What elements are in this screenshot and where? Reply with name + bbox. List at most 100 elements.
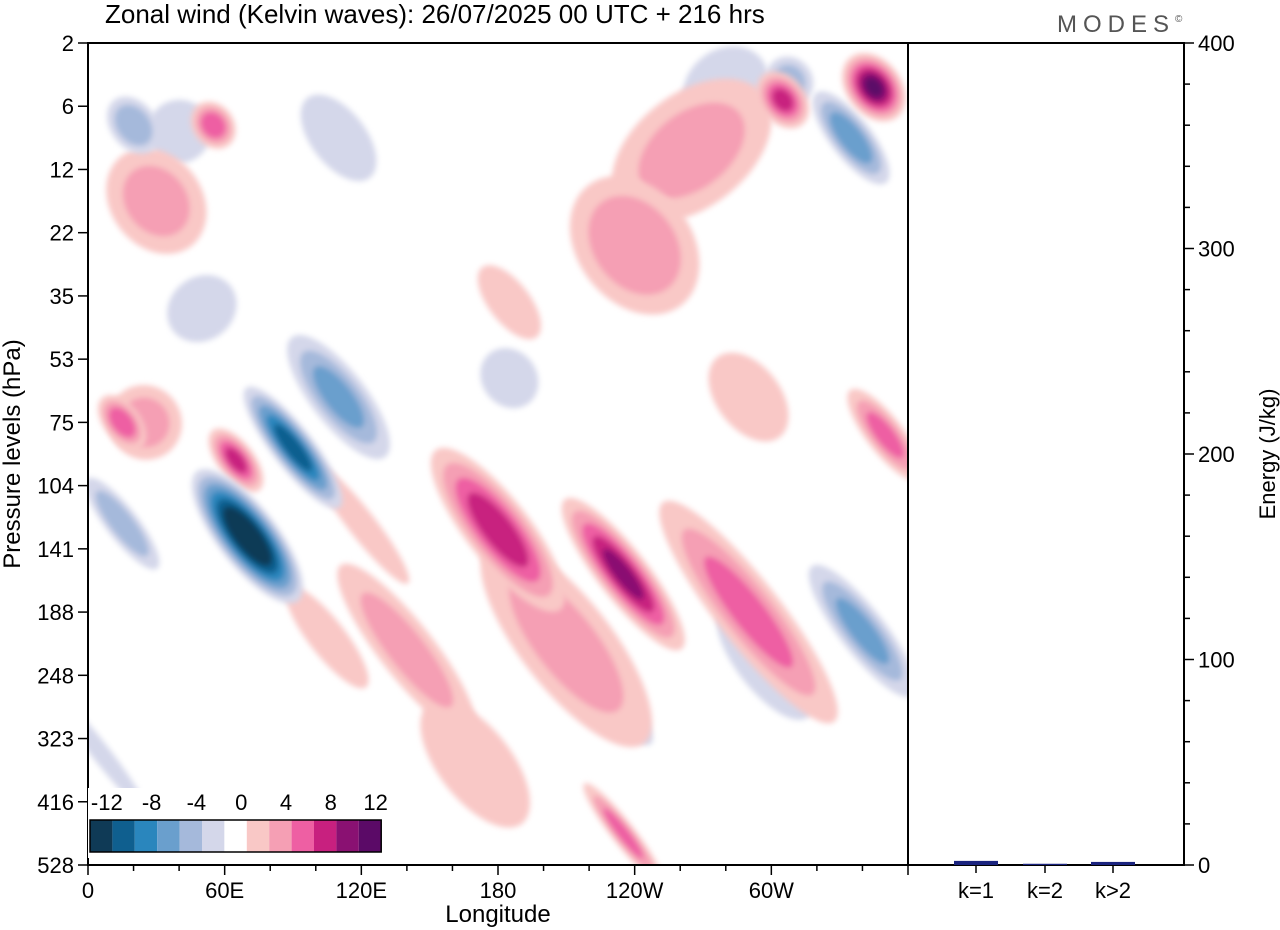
y-tick-label: 528 (37, 853, 74, 878)
colorbar-swatch (224, 820, 247, 852)
colorbar-swatch (246, 820, 270, 852)
wind-contour-band (708, 352, 789, 442)
wind-feature (561, 497, 685, 651)
energy-axis: 0 100 200 300 400 (1184, 31, 1235, 878)
wind-feature (88, 691, 147, 812)
colorbar-label: 12 (363, 790, 387, 815)
wind-feature (243, 386, 343, 509)
y-tick-label: 248 (37, 663, 74, 688)
colorbar-label: -4 (187, 790, 207, 815)
wind-feature (167, 275, 237, 343)
colorbar-swatch (112, 820, 135, 852)
wind-contour-band (588, 195, 681, 295)
colorbar-swatch (134, 820, 158, 852)
y-tick-label: 6 (62, 94, 74, 119)
colorbar-swatch (157, 820, 180, 852)
y-tick-label: 323 (37, 727, 74, 752)
wind-contour-band (95, 490, 149, 557)
wind-feature (480, 348, 539, 409)
wind-feature (847, 388, 908, 482)
energy-axis-label: Energy (J/kg) (1255, 389, 1280, 520)
energy-y-tick-label: 300 (1198, 237, 1235, 262)
wind-feature (107, 96, 161, 154)
wind-contour-band (835, 597, 890, 665)
colorbar-label: -8 (142, 790, 162, 815)
x-tick-label: 120W (606, 878, 664, 903)
wind-feature (420, 699, 531, 828)
wind-contour-band (273, 424, 313, 472)
wind-contour-band (866, 411, 905, 459)
y-tick-label: 416 (37, 790, 74, 815)
wind-contour-band (477, 265, 542, 340)
colorbar-swatch (314, 820, 337, 852)
colorbar-swatch (291, 820, 314, 852)
wind-contour-band (200, 112, 226, 139)
wind-feature (208, 428, 264, 493)
y-tick-label: 35 (50, 284, 74, 309)
wind-feature (756, 71, 810, 129)
wind-feature (88, 477, 160, 570)
wind-feature (337, 563, 477, 737)
y-tick-label: 22 (50, 221, 74, 246)
colorbar-swatch (90, 820, 113, 852)
wind-contour-band (312, 366, 365, 429)
wind-feature (808, 564, 908, 698)
energy-bars: k=1 k=2 k>2 (954, 860, 1135, 903)
y-tick-label: 12 (50, 157, 74, 182)
x-axis-label: Longitude (445, 901, 550, 928)
wind-contour-band (167, 275, 237, 343)
y-tick-label: 2 (62, 31, 74, 56)
wind-feature (430, 447, 566, 612)
wind-contour-band (602, 548, 644, 600)
wind-feature (708, 352, 789, 442)
wind-contour-band (829, 111, 873, 164)
wind-feature (569, 176, 700, 315)
brand-name: MODES (1057, 11, 1175, 38)
x-tick-label: 120E (336, 878, 387, 903)
colorbar-swatch (358, 820, 382, 852)
wind-contour-band (300, 94, 377, 182)
wind-contour-band (122, 165, 190, 237)
x-tick-label: 180 (480, 878, 517, 903)
wind-contour-band (603, 808, 644, 859)
colorbar-swatch (336, 820, 359, 852)
y-axis-label: Pressure levels (hPa) (0, 339, 26, 568)
energy-y-tick-label: 0 (1198, 853, 1210, 878)
wind-field (88, 46, 908, 865)
wind-contour-band (225, 447, 248, 474)
wind-feature (583, 783, 664, 865)
brand-logo: MODES© (1057, 11, 1183, 38)
brand-mark: © (1175, 14, 1183, 25)
colorbar-label: 0 (235, 790, 247, 815)
wind-contour-band (638, 102, 745, 199)
colorbar-frame (89, 819, 382, 853)
wind-feature (285, 586, 369, 689)
wind-contour-band (285, 586, 369, 689)
wind-feature (842, 52, 906, 122)
colorbar: -12 -8 -4 0 4 8 12 (88, 788, 388, 858)
y-axis: 2 6 12 22 35 53 75 104 141 188 248 323 416 528 (37, 31, 88, 878)
colorbar-swatch (202, 820, 225, 852)
energy-category-label: k=1 (958, 878, 994, 903)
energy-bar (954, 860, 998, 865)
wind-contour-band (360, 592, 454, 708)
colorbar-swatch (269, 820, 292, 852)
x-tick-label: 0 (82, 878, 94, 903)
y-tick-label: 75 (50, 410, 74, 435)
colorbar-swatch (179, 820, 202, 852)
wind-feature (106, 148, 207, 254)
energy-category-label: k=2 (1027, 878, 1063, 903)
wind-contour-band (114, 104, 153, 146)
wind-contour-band (88, 691, 147, 812)
colorbar-label: -12 (91, 790, 123, 815)
x-tick-label: 60E (205, 878, 244, 903)
wind-feature (477, 265, 542, 340)
y-tick-label: 188 (37, 600, 74, 625)
wind-contour-band (108, 407, 136, 438)
energy-bar (1091, 861, 1135, 865)
energy-y-tick-label: 100 (1198, 648, 1235, 673)
wind-feature (812, 91, 890, 185)
wind-contour-band (467, 492, 529, 568)
x-axis: 0 60E 120E 180 120W 60W (82, 865, 909, 903)
